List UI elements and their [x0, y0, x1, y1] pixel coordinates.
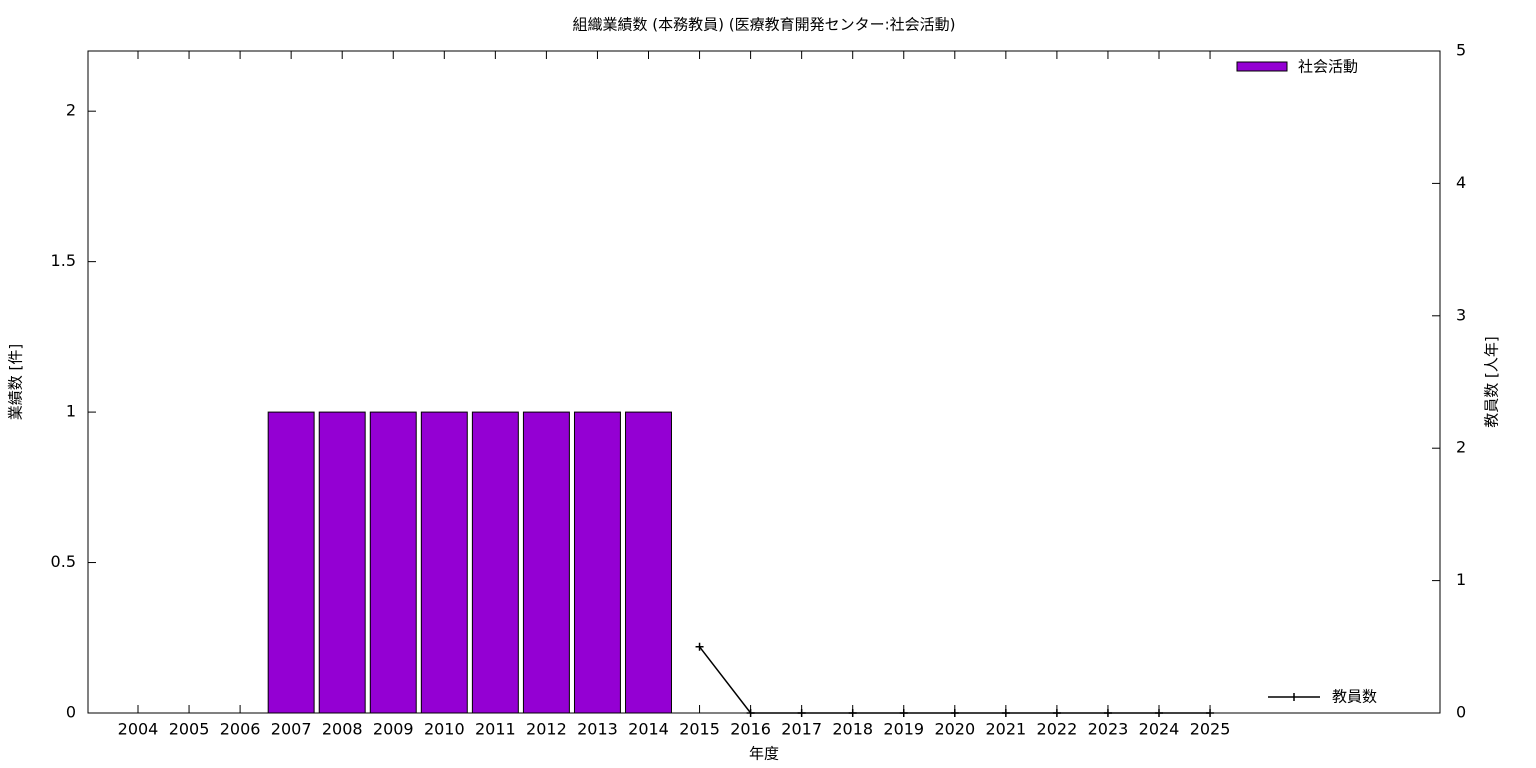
line [698, 646, 1211, 714]
x-tick-label: 2013 [577, 720, 618, 739]
y2-tick-label: 0 [1456, 703, 1466, 722]
y-axis-label: 業績数 [件] [7, 344, 25, 420]
x-axis-label: 年度 [749, 745, 779, 763]
bar [420, 411, 468, 714]
bar [318, 411, 366, 714]
point [950, 709, 959, 717]
y2-axis-label: 教員数 [人年] [1483, 336, 1501, 427]
x-tick-label: 2021 [985, 720, 1026, 739]
x-tick-label: 2011 [475, 720, 516, 739]
point [899, 709, 908, 717]
point [1206, 709, 1215, 717]
y2-tick-label: 1 [1456, 570, 1466, 589]
legend-line [1268, 693, 1320, 701]
x-tick-label: 2018 [832, 720, 873, 739]
point [695, 642, 704, 651]
x-tick-label: 2007 [271, 720, 312, 739]
point [797, 709, 806, 717]
y-tick-label: 0 [66, 703, 76, 722]
bar [625, 411, 672, 714]
x-tick-label: 2016 [730, 720, 771, 739]
y-tick-label: 1 [66, 402, 76, 421]
x-tick-label: 2012 [526, 720, 567, 739]
x-tick-label: 2010 [424, 720, 465, 739]
x-tick-label: 2023 [1088, 720, 1129, 739]
bar [369, 411, 417, 714]
y-tick-label: 2 [66, 101, 76, 120]
legend-label: 社会活動 [1298, 58, 1358, 76]
point [1052, 709, 1061, 717]
point [1001, 709, 1010, 717]
bar [522, 411, 570, 714]
x-tick-label: 2022 [1037, 720, 1078, 739]
y-tick-label: 1.5 [51, 251, 76, 270]
x-tick-label: 2014 [628, 720, 669, 739]
x-tick-label: 2019 [883, 720, 924, 739]
y2-tick-label: 4 [1456, 173, 1466, 192]
legend-swatch [1236, 61, 1288, 72]
point [1103, 709, 1112, 717]
x-tick-label: 2008 [322, 720, 363, 739]
y2-tick-label: 5 [1456, 41, 1466, 60]
x-tick-label: 2017 [781, 720, 822, 739]
x-tick-label: 2005 [169, 720, 210, 739]
chart-title: 組織業績数 (本務教員) (医療教育開発センター:社会活動) [572, 16, 955, 34]
x-tick-label: 2009 [373, 720, 414, 739]
point [848, 709, 857, 717]
x-tick-label: 2024 [1139, 720, 1180, 739]
x-tick-label: 2006 [220, 720, 261, 739]
point [1155, 709, 1163, 717]
y-tick-label: 0.5 [51, 552, 76, 571]
bar [471, 411, 519, 714]
bar [267, 411, 315, 714]
y2-tick-label: 3 [1456, 305, 1466, 324]
x-tick-label: 2015 [679, 720, 720, 739]
x-tick-label: 2025 [1190, 720, 1231, 739]
x-tick-label: 2004 [118, 720, 159, 739]
x-tick-label: 2020 [934, 720, 975, 739]
bar [573, 411, 621, 714]
point [746, 709, 755, 717]
y2-tick-label: 2 [1456, 438, 1466, 457]
legend-label: 教員数 [1332, 688, 1377, 706]
